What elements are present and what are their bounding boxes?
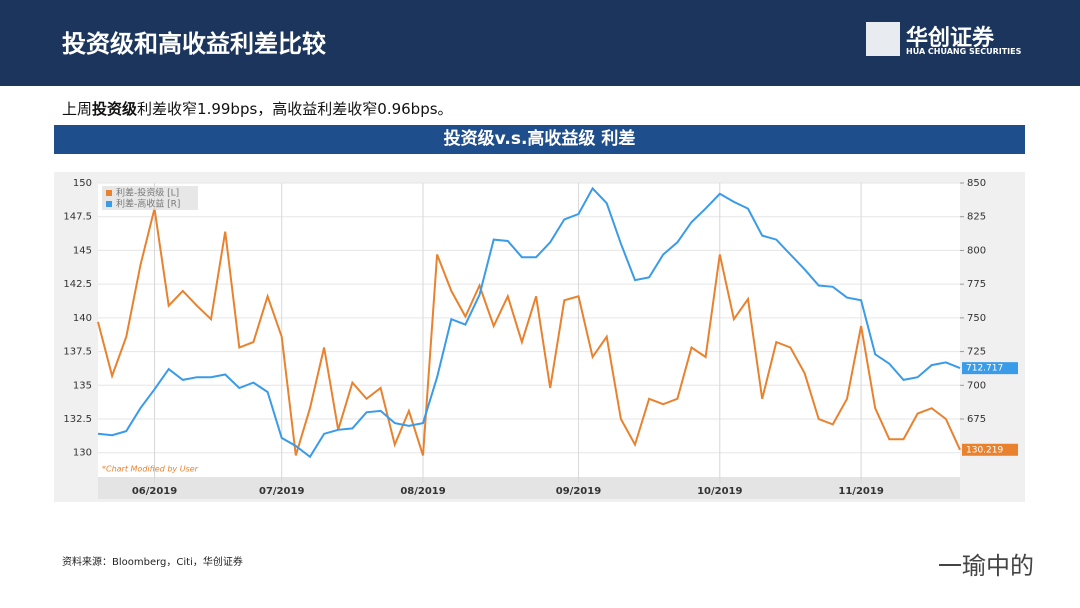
series-line [97,208,961,456]
summary-bold: 投资级 [92,100,138,118]
x-tick-label: 10/2019 [697,486,742,497]
y2-tick-label: 850 [967,178,986,189]
series-line [97,186,961,459]
header-title: 投资级和高收益利差比较 [62,30,326,58]
y-tick-label: 147.5 [63,212,92,223]
watermark: 一瑜中的 [938,552,1034,580]
end-label-box [962,362,1018,375]
y2-tick-label: 675 [967,414,986,425]
y2-tick-label: 700 [967,380,986,391]
y2-tick-label: 800 [967,245,986,256]
legend-box [102,186,198,210]
legend-swatch [106,201,112,207]
end-label: 130.219 [966,445,1003,455]
summary-text: 上周 [62,100,93,118]
y-tick-label: 137.5 [63,347,92,358]
x-tick-label: 09/2019 [556,486,601,497]
end-label-box [962,443,1018,456]
legend-label: 利差-投资级 [L] [116,187,179,199]
x-tick-label: 07/2019 [259,486,304,497]
x-axis-band [98,477,960,499]
annotation: *Chart Modified by User [102,465,199,474]
source: 资料来源：Bloomberg，Citi，华创证券 [62,557,243,568]
y-tick-label: 145 [73,245,92,256]
chart-title: 投资级v.s.高收益级 利差 [54,125,1025,154]
summary: 上周投资级利差收窄1.99bps，高收益利差收窄0.96bps。 [62,98,453,119]
legend-label: 利差-高收益 [R] [116,198,180,210]
y2-tick-label: 775 [967,279,986,290]
logo-icon [866,22,900,56]
plot-area [98,183,960,477]
y2-tick-label: 725 [967,347,986,358]
x-tick-label: 11/2019 [838,486,883,497]
y-tick-label: 150 [73,178,92,189]
y-tick-label: 140 [73,313,92,324]
y2-tick-label: 825 [967,212,986,223]
end-label: 712.717 [966,364,1003,374]
y2-tick-label: 750 [967,313,986,324]
x-tick-label: 06/2019 [132,486,177,497]
y-tick-label: 130 [73,448,92,459]
y-tick-label: 132.5 [63,414,92,425]
logo-subtext: HUA CHUANG SECURITIES [906,47,1022,56]
logo-text: 华创证券 [906,26,995,51]
summary-text: 利差收窄1.99bps，高收益利差收窄0.96bps。 [137,100,453,118]
y-tick-label: 135 [73,380,92,391]
legend-swatch [106,190,112,196]
y-tick-label: 142.5 [63,279,92,290]
x-tick-label: 08/2019 [400,486,445,497]
